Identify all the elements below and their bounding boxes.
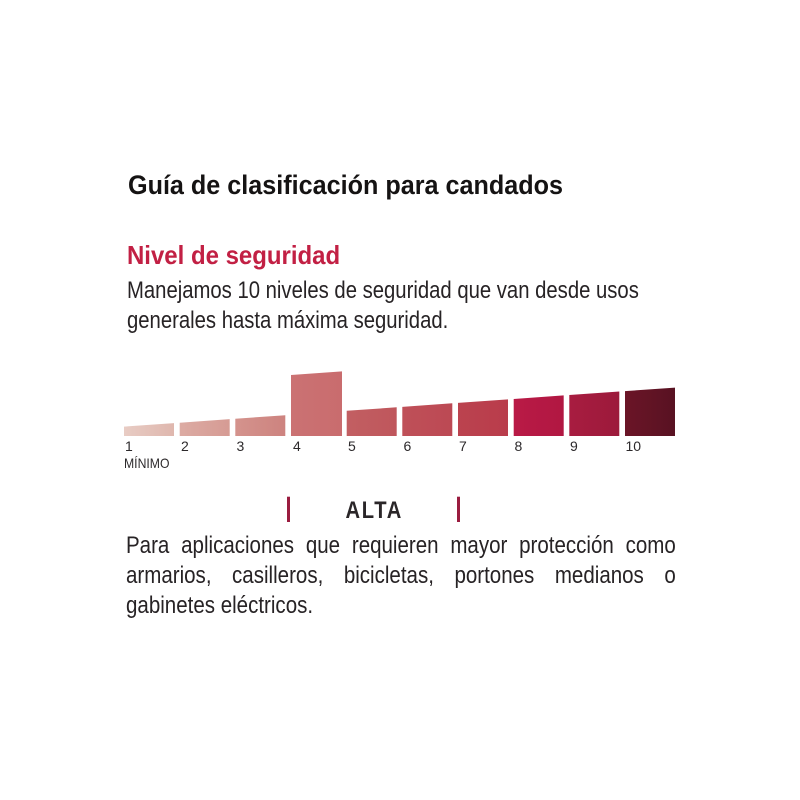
svg-text:7: 7 (459, 438, 467, 454)
svg-text:9: 9 (570, 438, 578, 454)
svg-text:10: 10 (626, 438, 642, 454)
svg-text:3: 3 (237, 438, 245, 454)
svg-text:6: 6 (404, 438, 412, 454)
svg-text:8: 8 (515, 438, 523, 454)
svg-text:5: 5 (348, 438, 356, 454)
svg-text:4: 4 (293, 438, 301, 454)
svg-text:MÍNIMO: MÍNIMO (124, 455, 170, 471)
svg-text:2: 2 (181, 438, 189, 454)
svg-text:1: 1 (125, 438, 133, 454)
